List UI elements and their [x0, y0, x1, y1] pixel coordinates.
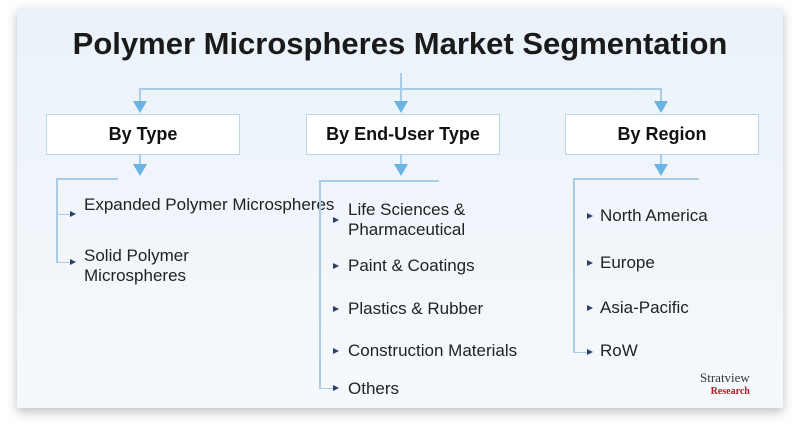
bullet-arrow-icon: [333, 306, 339, 312]
arrow-down-icon: [394, 101, 408, 113]
bullet-arrow-icon: [70, 211, 76, 217]
list-item: North America: [600, 206, 708, 225]
segment-box-end-user: By End-User Type: [306, 114, 500, 155]
list-item: Construction Materials: [348, 341, 518, 360]
bullet-arrow-icon: [587, 305, 593, 311]
bullet-arrow-icon: [70, 259, 76, 265]
bracket: [573, 178, 575, 353]
bullet-arrow-icon: [333, 217, 339, 223]
bracket: [319, 180, 321, 389]
segment-box-region: By Region: [565, 114, 759, 155]
stratview-logo: Stratview Research: [700, 370, 750, 397]
connector: [400, 154, 402, 164]
arrow-down-icon: [654, 101, 668, 113]
bullet-arrow-icon: [587, 213, 593, 219]
arrow-down-icon: [654, 164, 668, 176]
list-item: Others: [348, 379, 400, 398]
bullet-arrow-icon: [333, 385, 339, 391]
connector: [139, 154, 141, 164]
list-item: Europe: [600, 253, 655, 272]
connector: [400, 88, 402, 102]
list-item: Life Sciences & Pharmaceutical: [348, 200, 466, 239]
list-item: Paint & Coatings: [348, 256, 475, 275]
logo-name: Stratview: [700, 370, 750, 385]
logo-sub: Research: [710, 386, 750, 397]
bracket: [56, 262, 70, 263]
arrow-down-icon: [394, 164, 408, 176]
segment-box-type: By Type: [46, 114, 240, 155]
list-item: RoW: [600, 341, 638, 360]
bracket: [319, 388, 333, 389]
bracket: [56, 214, 70, 215]
list-item: Plastics & Rubber: [348, 299, 484, 318]
bracket: [56, 178, 118, 180]
list-item: Asia-Pacific: [600, 298, 689, 317]
bullet-arrow-icon: [333, 348, 339, 354]
arrow-down-icon: [133, 101, 147, 113]
bracket: [56, 178, 58, 263]
arrow-down-icon: [133, 164, 147, 176]
list-item: Solid Polymer Microspheres: [84, 246, 189, 285]
connector: [660, 154, 662, 164]
connector: [139, 88, 141, 102]
bullet-arrow-icon: [587, 349, 593, 355]
connector: [400, 73, 402, 89]
bullet-arrow-icon: [333, 263, 339, 269]
connector: [660, 88, 662, 102]
bracket: [573, 352, 587, 353]
diagram-title: Polymer Microspheres Market Segmentation: [72, 26, 728, 61]
bullet-arrow-icon: [587, 260, 593, 266]
bracket: [573, 178, 699, 180]
bracket: [319, 180, 439, 182]
list-item: Expanded Polymer Microspheres: [84, 195, 335, 214]
